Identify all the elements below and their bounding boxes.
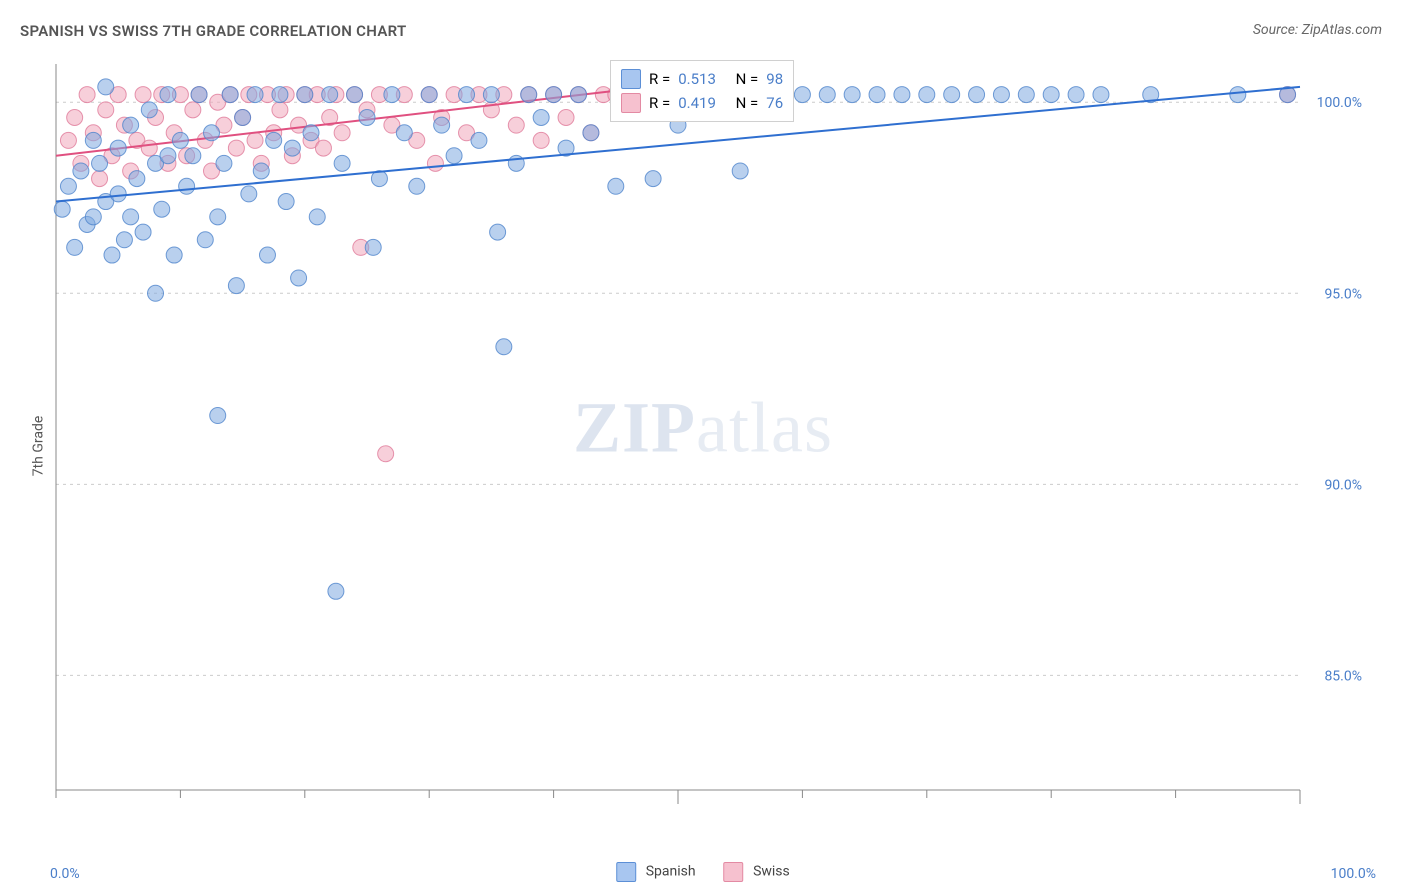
svg-text:100.0%: 100.0% xyxy=(1317,95,1362,111)
stats-box: R = 0.513 N = 98 R = 0.419 N = 76 xyxy=(610,60,794,122)
legend-swatch-swiss xyxy=(724,862,744,882)
stats-swatch-spanish xyxy=(621,69,641,89)
stats-r-value: 0.419 xyxy=(678,91,716,115)
stats-n-value: 98 xyxy=(766,67,783,91)
x-tick-left: 0.0% xyxy=(50,866,80,882)
source-label: Source: ZipAtlas.com xyxy=(1253,22,1382,38)
chart-svg: 100.0% 95.0% 90.0% 85.0% xyxy=(50,60,1370,820)
stats-r-value: 0.513 xyxy=(678,67,716,91)
stats-swatch-swiss xyxy=(621,93,641,113)
legend-item-swiss: Swiss xyxy=(724,862,790,882)
svg-text:85.0%: 85.0% xyxy=(1324,668,1362,684)
legend-label-spanish: Spanish xyxy=(646,864,696,880)
stats-r-label: R = xyxy=(649,67,670,91)
legend: Spanish Swiss xyxy=(616,862,790,882)
plot-area: 100.0% 95.0% 90.0% 85.0% xyxy=(50,60,1370,820)
chart-title: SPANISH VS SWISS 7TH GRADE CORRELATION C… xyxy=(20,22,407,40)
svg-text:95.0%: 95.0% xyxy=(1324,286,1362,302)
stats-n-label: N = xyxy=(736,67,759,91)
legend-swatch-spanish xyxy=(616,862,636,882)
legend-item-spanish: Spanish xyxy=(616,862,695,882)
svg-text:90.0%: 90.0% xyxy=(1324,477,1362,493)
y-axis-label: 7th Grade xyxy=(30,416,46,477)
stats-n-value: 76 xyxy=(766,91,783,115)
stats-row-spanish: R = 0.513 N = 98 xyxy=(621,67,783,91)
x-tick-right: 100.0% xyxy=(1331,866,1376,882)
stats-n-label: N = xyxy=(736,91,759,115)
stats-row-swiss: R = 0.419 N = 76 xyxy=(621,91,783,115)
legend-label-swiss: Swiss xyxy=(753,864,790,880)
stats-r-label: R = xyxy=(649,91,670,115)
